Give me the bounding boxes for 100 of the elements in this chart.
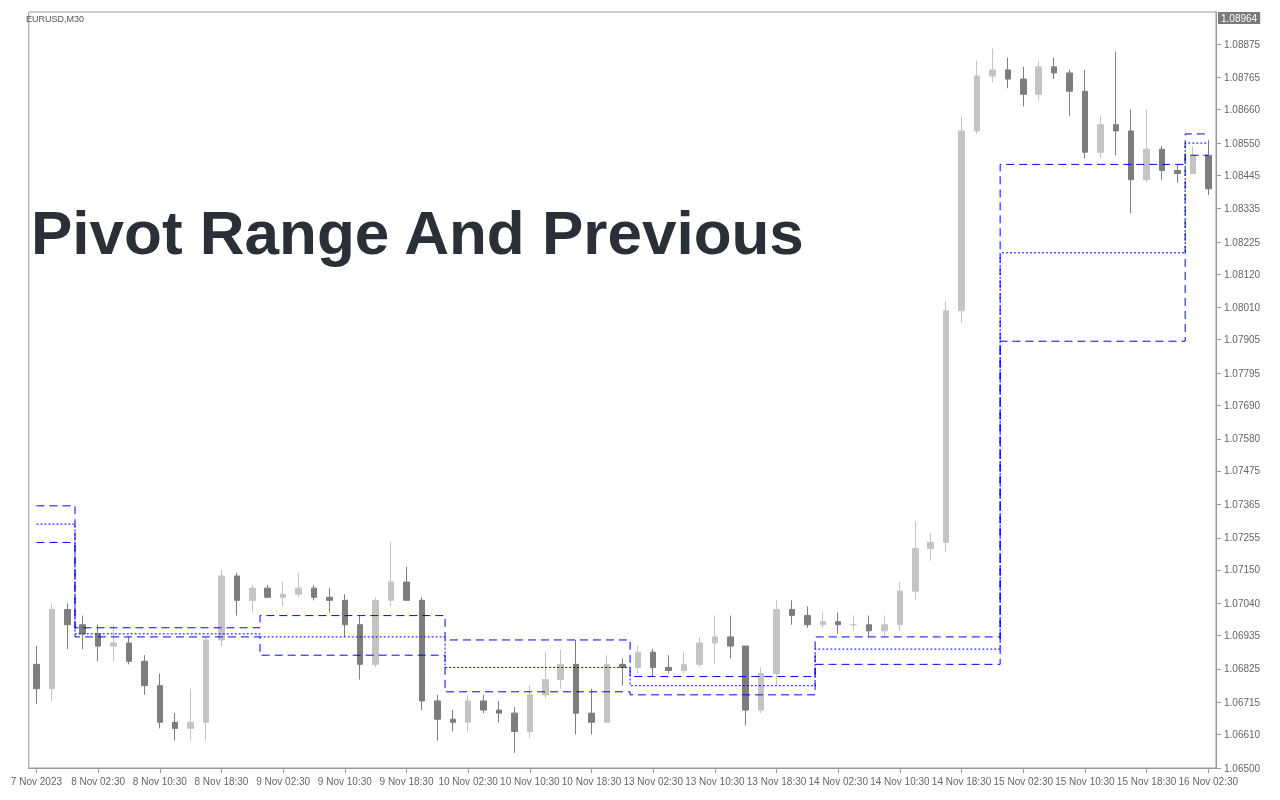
x-tick-label: 13 Nov 10:30 (685, 775, 746, 787)
candlestick (1190, 145, 1196, 175)
candlestick (557, 648, 564, 690)
candlestick (1128, 109, 1134, 214)
candlestick (542, 651, 549, 699)
y-tick-label: 1.08765 (1224, 72, 1261, 84)
candlestick (742, 645, 749, 726)
candlestick (1035, 60, 1042, 101)
y-tick-label: 1.08335 (1224, 203, 1261, 215)
candlestick (496, 700, 502, 723)
candlestick (681, 651, 687, 674)
candlestick (820, 612, 826, 629)
y-tick-label: 1.07475 (1224, 465, 1261, 477)
candlestick (342, 593, 348, 638)
x-tick-label: 9 Nov 18:30 (379, 775, 434, 787)
x-tick-label: 14 Nov 18:30 (931, 775, 992, 787)
y-tick-label: 1.08120 (1224, 268, 1261, 280)
candlestick (79, 615, 86, 650)
candlestick (974, 60, 980, 135)
candlestick (311, 584, 317, 601)
candlestick (218, 569, 225, 647)
candlestick (850, 615, 857, 632)
x-tick-label: 10 Nov 02:30 (438, 775, 499, 787)
y-tick-label: 1.06825 (1224, 663, 1261, 675)
candlestick (866, 615, 872, 638)
candlestick (295, 572, 302, 598)
candlestick (388, 541, 394, 607)
candlestick (126, 636, 132, 665)
candlestick (773, 599, 780, 687)
text: 1.08964 (1221, 12, 1258, 24)
candlestick (1066, 69, 1073, 117)
x-tick-label: 8 Nov 18:30 (194, 775, 249, 787)
candlestick (696, 636, 703, 668)
candlestick (33, 645, 40, 705)
x-tick-label: 13 Nov 18:30 (746, 775, 807, 787)
candlestick (958, 115, 965, 324)
candlestick (789, 599, 795, 626)
y-tick-label: 1.06715 (1224, 696, 1261, 708)
candlestick (157, 673, 163, 729)
y-tick-label: 1.08225 (1224, 236, 1261, 248)
y-tick-label: 1.08445 (1224, 169, 1261, 181)
candlestick (280, 581, 286, 607)
x-tick-label: 13 Nov 02:30 (623, 775, 684, 787)
y-tick-label: 1.06610 (1224, 728, 1261, 740)
candlestick (203, 636, 209, 742)
candlestick (187, 688, 194, 742)
x-tick-label: 7 Nov 2023 (10, 775, 63, 787)
y-tick-label: 1.08010 (1224, 302, 1261, 314)
candlestick (1097, 115, 1104, 159)
candlestick (1159, 145, 1165, 181)
candlestick (1205, 139, 1212, 196)
candlestick (588, 688, 595, 735)
candlestick (403, 566, 410, 601)
x-tick-label: 15 Nov 18:30 (1116, 775, 1177, 787)
y-tick-label: 1.07040 (1224, 597, 1261, 609)
candlestick (357, 615, 363, 681)
y-tick-label: 1.08875 (1224, 38, 1261, 50)
candlestick (1005, 57, 1011, 89)
candlestick (758, 666, 764, 714)
candlestick (835, 612, 841, 635)
candlestick (372, 596, 379, 668)
y-tick-label: 1.08550 (1224, 137, 1261, 149)
text: Pivot Range And Previous (31, 197, 804, 267)
candlestick (619, 657, 626, 687)
x-tick-label: 16 Nov 02:30 (1178, 775, 1239, 787)
candlestick (110, 624, 117, 662)
candlestick (912, 520, 919, 601)
x-tick-label: 8 Nov 10:30 (132, 775, 188, 787)
candlestick (49, 602, 55, 702)
y-tick-label: 1.07690 (1224, 399, 1261, 411)
y-tick-label: 1.07365 (1224, 498, 1261, 510)
candlestick (465, 694, 471, 732)
y-tick-label: 1.07580 (1224, 433, 1261, 445)
candlestick (234, 572, 240, 617)
candlestick (141, 654, 148, 696)
x-tick-label: 9 Nov 02:30 (256, 775, 311, 787)
candlestick (527, 685, 533, 739)
candlestick (1143, 109, 1150, 184)
candlestick (1082, 69, 1088, 159)
candlestick (1051, 57, 1057, 80)
x-tick-label: 10 Nov 10:30 (500, 775, 561, 787)
x-tick-label: 15 Nov 10:30 (1055, 775, 1116, 787)
candlestick (172, 712, 178, 742)
candlestick (419, 596, 425, 711)
candlestick (326, 587, 333, 614)
candlestick (727, 615, 734, 659)
candlestick (927, 532, 934, 562)
y-tick-label: 1.07255 (1224, 532, 1261, 544)
candlestick (604, 654, 610, 723)
x-tick-label: 14 Nov 10:30 (870, 775, 931, 787)
candlestick (434, 694, 441, 742)
candlestick (881, 615, 888, 638)
candlestick (264, 584, 271, 598)
candlestick (712, 615, 718, 665)
candlestick (480, 694, 487, 714)
x-tick-label: 15 Nov 02:30 (993, 775, 1054, 787)
candlestick (450, 709, 456, 732)
candlestick (665, 654, 672, 674)
candlestick (897, 581, 903, 632)
candlestick (95, 624, 101, 662)
